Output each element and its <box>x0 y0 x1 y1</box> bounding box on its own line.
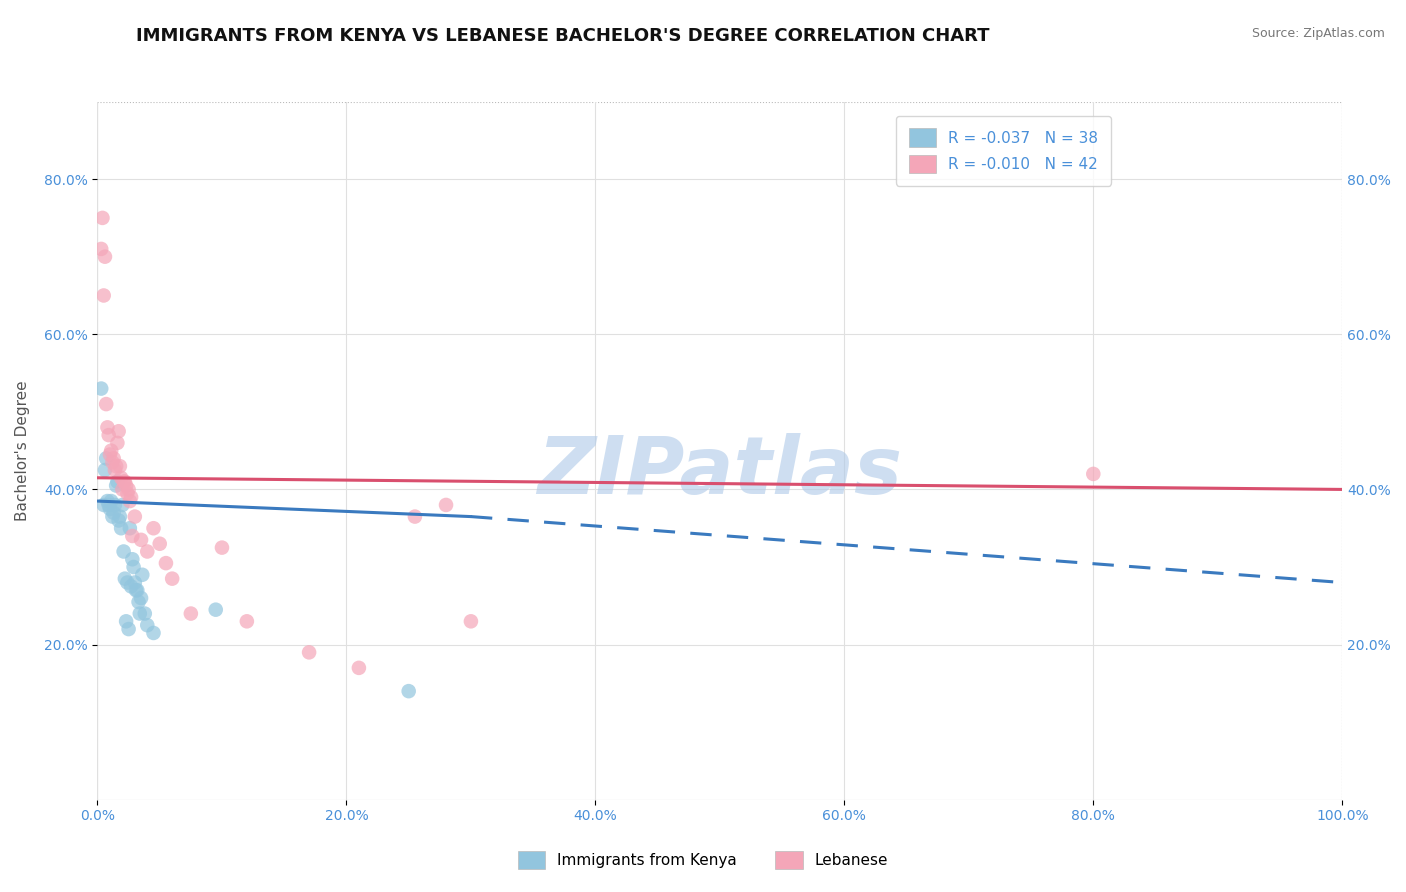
Point <box>128 595 150 609</box>
Point <box>108 509 131 524</box>
Point <box>96 494 118 508</box>
Point <box>117 575 139 590</box>
Point <box>115 615 138 629</box>
Point <box>398 684 420 698</box>
Point <box>117 483 139 497</box>
Point <box>128 607 150 621</box>
Point <box>100 494 122 508</box>
Point <box>98 448 121 462</box>
Legend: R = -0.037   N = 38, R = -0.010   N = 42: R = -0.037 N = 38, R = -0.010 N = 42 <box>897 116 1111 186</box>
Point <box>236 615 259 629</box>
Point <box>125 583 148 598</box>
Point <box>107 475 129 489</box>
Point <box>101 455 124 469</box>
Point <box>434 498 457 512</box>
Point <box>94 250 117 264</box>
Point <box>120 490 142 504</box>
Point <box>110 521 132 535</box>
Point <box>104 463 127 477</box>
Point <box>96 451 118 466</box>
Point <box>124 509 146 524</box>
Point <box>111 498 134 512</box>
Y-axis label: Bachelor's Degree: Bachelor's Degree <box>15 380 30 521</box>
Point <box>211 541 233 555</box>
Point <box>112 544 135 558</box>
Point <box>127 583 149 598</box>
Point <box>103 451 125 466</box>
Point <box>122 560 145 574</box>
Point <box>404 509 426 524</box>
Point <box>117 622 139 636</box>
Point <box>111 483 134 497</box>
Point <box>97 428 120 442</box>
Point <box>149 537 172 551</box>
Point <box>129 591 152 605</box>
Point <box>131 567 153 582</box>
Point <box>96 420 118 434</box>
Point <box>134 607 156 621</box>
Point <box>100 443 122 458</box>
Point <box>93 498 115 512</box>
Point <box>118 521 141 535</box>
Point <box>347 661 370 675</box>
Point <box>104 498 127 512</box>
Point <box>121 529 143 543</box>
Point <box>105 459 128 474</box>
Point <box>142 626 165 640</box>
Point <box>108 459 131 474</box>
Point <box>91 211 114 225</box>
Point <box>460 615 482 629</box>
Point <box>142 521 165 535</box>
Point <box>112 475 135 489</box>
Point <box>114 475 136 489</box>
Point <box>155 556 177 570</box>
Point <box>101 509 124 524</box>
Point <box>298 645 321 659</box>
Point <box>105 478 128 492</box>
Point <box>107 424 129 438</box>
Point <box>160 572 183 586</box>
Point <box>107 513 129 527</box>
Point <box>124 575 146 590</box>
Point <box>136 618 159 632</box>
Point <box>121 552 143 566</box>
Point <box>136 544 159 558</box>
Point <box>1083 467 1105 481</box>
Point <box>180 607 202 621</box>
Point <box>96 397 118 411</box>
Point <box>103 506 125 520</box>
Point <box>110 471 132 485</box>
Text: Source: ZipAtlas.com: Source: ZipAtlas.com <box>1251 27 1385 40</box>
Point <box>93 288 115 302</box>
Point <box>114 572 136 586</box>
Text: ZIPatlas: ZIPatlas <box>537 433 903 510</box>
Point <box>120 579 142 593</box>
Point <box>118 494 141 508</box>
Point <box>204 602 226 616</box>
Legend: Immigrants from Kenya, Lebanese: Immigrants from Kenya, Lebanese <box>512 845 894 875</box>
Point <box>129 533 152 547</box>
Point <box>107 436 129 450</box>
Text: IMMIGRANTS FROM KENYA VS LEBANESE BACHELOR'S DEGREE CORRELATION CHART: IMMIGRANTS FROM KENYA VS LEBANESE BACHEL… <box>135 27 990 45</box>
Point <box>97 498 120 512</box>
Point <box>117 486 139 500</box>
Point <box>115 478 138 492</box>
Point <box>94 463 117 477</box>
Point <box>98 501 121 516</box>
Point <box>90 242 112 256</box>
Point <box>90 382 112 396</box>
